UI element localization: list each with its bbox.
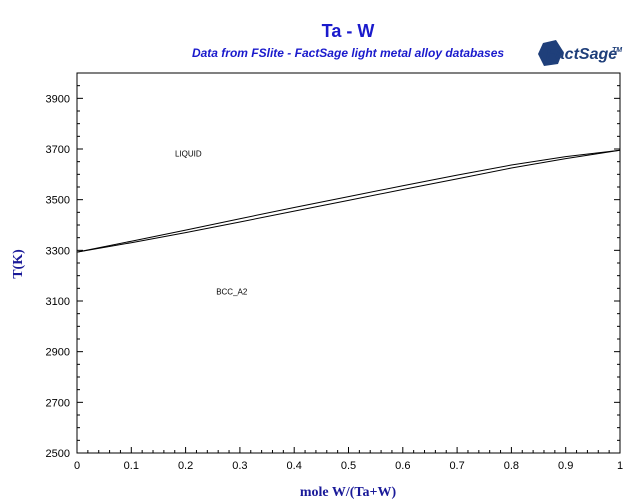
y-tick-label: 2900 [46,347,70,359]
logo-wordmark: FactSage [546,46,617,63]
y-axis-title: T(K) [11,249,26,279]
x-tick-label: 0.6 [395,460,410,472]
x-axis: 0 0.1 0.2 0.3 0.4 0.5 0.6 0.7 0.8 0.9 1 [74,447,623,472]
y-tick-label: 3300 [46,245,70,257]
y-tick-label: 3100 [46,296,70,308]
logo-emblem [538,40,563,66]
y-axis: 2500 2700 2900 3100 3300 3500 3700 3900 [46,72,620,460]
phase-label: LIQUID [175,150,202,159]
phase-labels: LIQUID BCC_A2 [175,150,248,297]
x-tick-label: 0.4 [287,460,302,472]
factsage-logo: FactSage TM [538,40,622,66]
x-tick-label: 0.2 [178,460,193,472]
phase-boundaries [76,149,621,253]
liquidus-line [76,149,621,253]
x-tick-label: 0.1 [124,460,139,472]
solidus-line [76,149,621,253]
chart-title: Ta - W [322,21,375,41]
y-tick-label: 3500 [46,195,70,207]
y-tick-label: 2500 [46,448,70,460]
y-tick-label: 3900 [46,93,70,105]
x-axis-title: mole W/(Ta+W) [300,485,397,500]
x-tick-label: 0.8 [504,460,519,472]
x-tick-label: 0.3 [232,460,247,472]
x-tick-label: 0.5 [341,460,356,472]
chart-subtitle: Data from FSlite - FactSage light metal … [192,46,504,60]
logo-trademark: TM [612,47,622,54]
x-tick-label: 0.7 [449,460,464,472]
x-tick-label: 0.9 [558,460,573,472]
y-tick-label: 2700 [46,397,70,409]
phase-label: BCC_A2 [216,288,248,297]
x-tick-label: 1 [617,460,623,472]
y-tick-label: 3700 [46,144,70,156]
plot-frame [76,72,621,454]
x-tick-label: 0 [74,460,80,472]
